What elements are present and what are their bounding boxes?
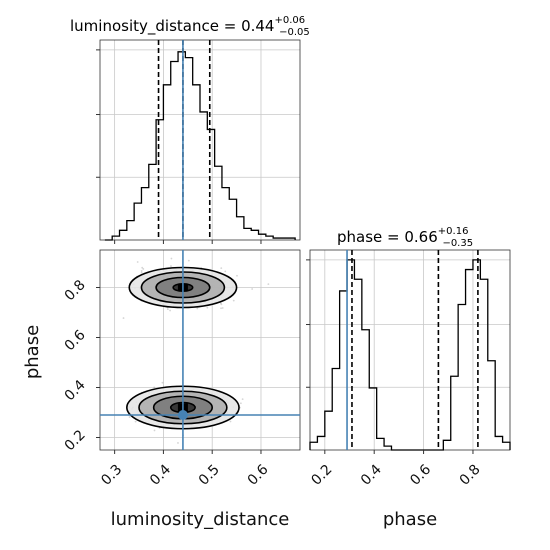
x-tick-label: 0.5	[196, 462, 223, 489]
sample-point	[153, 386, 156, 389]
x-tick-label: 0.4	[358, 462, 385, 489]
sample-point	[220, 307, 222, 310]
x-tick-label: 0.2	[308, 462, 335, 489]
sample-point	[134, 420, 137, 423]
sample-point	[166, 308, 169, 310]
sample-point	[229, 420, 232, 423]
sample-point	[220, 303, 223, 306]
sample-point	[236, 274, 238, 277]
phase-marginal-panel: 0.2 0.4 0.6 0.8	[306, 249, 511, 489]
sample-point	[122, 317, 125, 319]
title-param-name: phase	[337, 228, 382, 246]
sample-point	[153, 429, 156, 432]
sample-point	[142, 268, 145, 270]
x-axis-label-left: luminosity_distance	[111, 509, 290, 530]
sample-point	[221, 307, 224, 309]
title-plus: +0.16	[438, 226, 469, 237]
sample-point	[196, 307, 199, 310]
sample-point	[251, 288, 254, 290]
y-tick-label: 0.6	[62, 327, 89, 354]
x-tick-label: 0.4	[147, 462, 174, 489]
phase-title: phase = 0.66+0.16 −0.35	[337, 226, 473, 249]
sample-point	[170, 265, 172, 267]
sample-point	[219, 302, 222, 305]
truth-marker	[177, 410, 188, 420]
luminosity-distance-marginal-panel	[96, 39, 301, 244]
y-tick-label: 0.8	[62, 277, 89, 304]
title-minus: −0.35	[442, 238, 473, 249]
title-plus: +0.06	[274, 15, 305, 26]
y-tick-label: 0.4	[62, 377, 89, 404]
sample-point	[170, 257, 173, 260]
sample-point	[224, 270, 227, 273]
joint-density-panel: 0.3 0.4 0.5 0.6 0.2 0.4 0.6 0.8	[62, 249, 301, 489]
x-tick-label: 0.3	[98, 462, 125, 489]
panel-frame	[99, 249, 301, 451]
sample-point	[140, 271, 143, 274]
sample-point	[128, 416, 131, 418]
sample-point	[267, 283, 270, 286]
sample-point	[161, 381, 164, 384]
x-tick-label: 0.6	[245, 462, 272, 489]
sample-point	[136, 261, 139, 263]
title-param-name: luminosity_distance	[70, 17, 219, 36]
histogram-step	[104, 51, 296, 241]
title-median: 0.66	[404, 228, 437, 246]
sample-point	[187, 259, 190, 262]
sample-point	[206, 306, 209, 309]
y-tick-label: 0.2	[62, 427, 89, 454]
sample-point	[169, 309, 171, 312]
y-axis-label-left: phase	[22, 325, 43, 379]
title-median: 0.44	[241, 17, 274, 35]
luminosity-distance-title: luminosity_distance = 0.44+0.06 −0.05	[70, 15, 310, 38]
x-axis-label-right: phase	[383, 509, 437, 530]
histogram-step	[309, 259, 511, 451]
sample-point	[241, 398, 244, 401]
sample-point	[177, 442, 179, 444]
title-minus: −0.05	[279, 27, 310, 38]
sample-point	[239, 402, 242, 405]
sample-point	[232, 299, 235, 302]
sample-point	[141, 266, 144, 269]
x-tick-label: 0.8	[457, 462, 484, 489]
x-tick-label: 0.6	[407, 462, 434, 489]
sample-point	[220, 267, 223, 269]
panel-frame	[99, 39, 301, 241]
sample-point	[140, 270, 143, 272]
